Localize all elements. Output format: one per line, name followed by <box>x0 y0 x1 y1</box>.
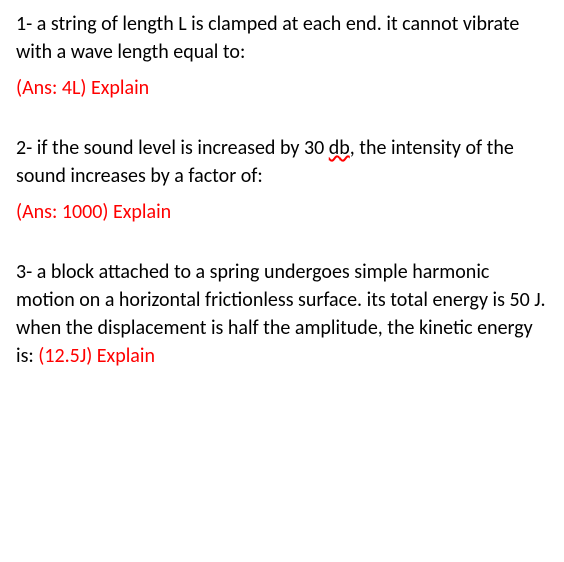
question-1: 1- a string of length L is clamped at ea… <box>16 10 548 102</box>
question-2-text: 2- if the sound level is increased by 30… <box>16 134 548 190</box>
question-2-text-part1: 2- if the sound level is increased by 30 <box>16 136 329 160</box>
question-2: 2- if the sound level is increased by 30… <box>16 134 548 226</box>
question-1-text: 1- a string of length L is clamped at ea… <box>16 10 548 66</box>
question-2-underlined: db <box>329 136 350 160</box>
question-2-answer: (Ans: 1000) Explain <box>16 198 548 226</box>
question-3: 3- a block attached to a spring undergoe… <box>16 258 548 370</box>
question-3-text: 3- a block attached to a spring undergoe… <box>16 258 548 370</box>
question-3-inline-answer: (12.5J) Explain <box>38 344 155 368</box>
question-1-answer: (Ans: 4L) Explain <box>16 74 548 102</box>
